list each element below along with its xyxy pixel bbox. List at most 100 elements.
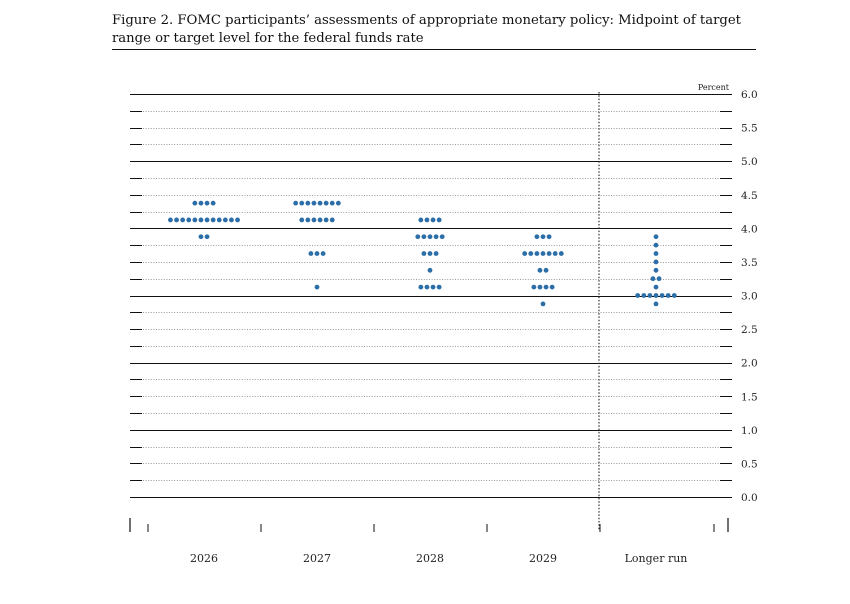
participant-dot	[427, 267, 433, 273]
participant-dot	[543, 267, 549, 273]
participant-dot	[204, 200, 210, 206]
participant-dot	[552, 251, 558, 256]
y-unit-label: Percent	[698, 83, 730, 92]
title-rule	[112, 49, 756, 50]
participant-dot	[546, 251, 552, 256]
y-tick-label: 2.0	[741, 358, 758, 370]
participant-dot	[192, 217, 198, 223]
participant-dot	[329, 200, 335, 206]
x-tick-label: 2028	[416, 552, 444, 565]
y-tick-label: 0.5	[741, 458, 758, 470]
y-tick-label: 4.0	[741, 223, 758, 235]
y-tick-label: 5.0	[741, 156, 758, 168]
participant-dot	[558, 251, 564, 256]
participant-dot	[543, 284, 549, 290]
participant-dot	[192, 200, 198, 206]
x-tick-label: 2026	[190, 552, 218, 565]
participant-dot	[641, 293, 647, 298]
participant-dot	[299, 217, 305, 223]
participant-dot	[531, 284, 537, 290]
participant-dot	[546, 234, 552, 240]
participant-dot	[323, 217, 329, 223]
participant-dot	[653, 259, 659, 265]
participant-dot	[317, 200, 323, 206]
participant-dot	[436, 217, 442, 223]
y-tick-label: 6.0	[741, 89, 758, 101]
participant-dot	[635, 293, 641, 298]
participant-dot	[198, 200, 204, 206]
participant-dot	[424, 217, 430, 223]
participant-dot	[168, 217, 173, 223]
participant-dot	[180, 217, 186, 223]
participant-dot	[534, 234, 540, 240]
participant-dot	[424, 284, 430, 290]
participant-dot	[659, 293, 665, 298]
participant-dot	[186, 217, 192, 223]
participant-dot	[650, 276, 656, 282]
participant-dot	[293, 200, 299, 206]
participant-dot	[653, 251, 659, 256]
participant-dot	[198, 234, 204, 240]
participant-dot	[311, 217, 317, 223]
y-tick-label: 4.5	[741, 190, 758, 202]
y-tick-label: 1.5	[741, 391, 758, 403]
x-tick-label: Longer run	[625, 552, 688, 565]
participant-dot	[433, 251, 439, 256]
participant-dot	[323, 200, 329, 206]
participant-dot	[216, 217, 222, 223]
participant-dot	[665, 293, 671, 298]
participant-dot	[537, 267, 543, 273]
participant-dot	[204, 234, 210, 240]
participant-dot	[418, 284, 424, 290]
participant-dot	[522, 251, 528, 256]
participant-dot	[430, 217, 436, 223]
participant-dot	[415, 234, 421, 240]
y-tick-label: 1.0	[741, 425, 758, 437]
participant-dot	[534, 251, 540, 256]
y-tick-label: 2.5	[741, 324, 758, 336]
participant-dot	[439, 234, 445, 240]
participant-dot	[653, 242, 659, 248]
participant-dot	[656, 276, 662, 282]
participant-dot	[540, 301, 546, 307]
participant-dot	[436, 284, 442, 290]
participant-dot	[314, 251, 320, 256]
participant-dot	[317, 217, 323, 223]
participant-dot	[433, 234, 439, 240]
participant-dot	[305, 217, 311, 223]
participant-dot	[314, 284, 320, 290]
participant-dot	[653, 234, 659, 240]
participant-dot	[229, 217, 234, 223]
participant-dot	[222, 217, 228, 223]
y-tick-label: 0.0	[741, 492, 758, 504]
participant-dot	[418, 217, 424, 223]
participant-dot	[311, 200, 317, 206]
participant-dot	[427, 234, 433, 240]
participant-dot	[647, 293, 653, 298]
participant-dot	[320, 251, 326, 256]
participant-dot	[308, 251, 314, 256]
participant-dot	[653, 284, 659, 290]
participant-dot	[653, 293, 659, 298]
x-tick-label: 2027	[303, 552, 331, 565]
participant-dot	[427, 251, 433, 256]
participant-dot	[305, 200, 311, 206]
participant-dot	[174, 217, 179, 223]
figure-title: Figure 2. FOMC participants’ assessments…	[112, 13, 741, 46]
participant-dot	[537, 284, 543, 290]
participant-dot	[421, 251, 427, 256]
participant-dot	[198, 217, 204, 223]
y-tick-label: 5.5	[741, 123, 758, 135]
participant-dot	[540, 251, 546, 256]
participant-dot	[653, 267, 659, 273]
participant-dot	[430, 284, 436, 290]
participant-dot	[540, 234, 546, 240]
participant-dot	[528, 251, 534, 256]
x-tick-label: 2029	[529, 552, 557, 565]
participant-dot	[210, 200, 216, 206]
participant-dot	[329, 217, 335, 223]
participant-dot	[299, 200, 305, 206]
participant-dot	[335, 200, 341, 206]
participant-dot	[653, 301, 659, 307]
